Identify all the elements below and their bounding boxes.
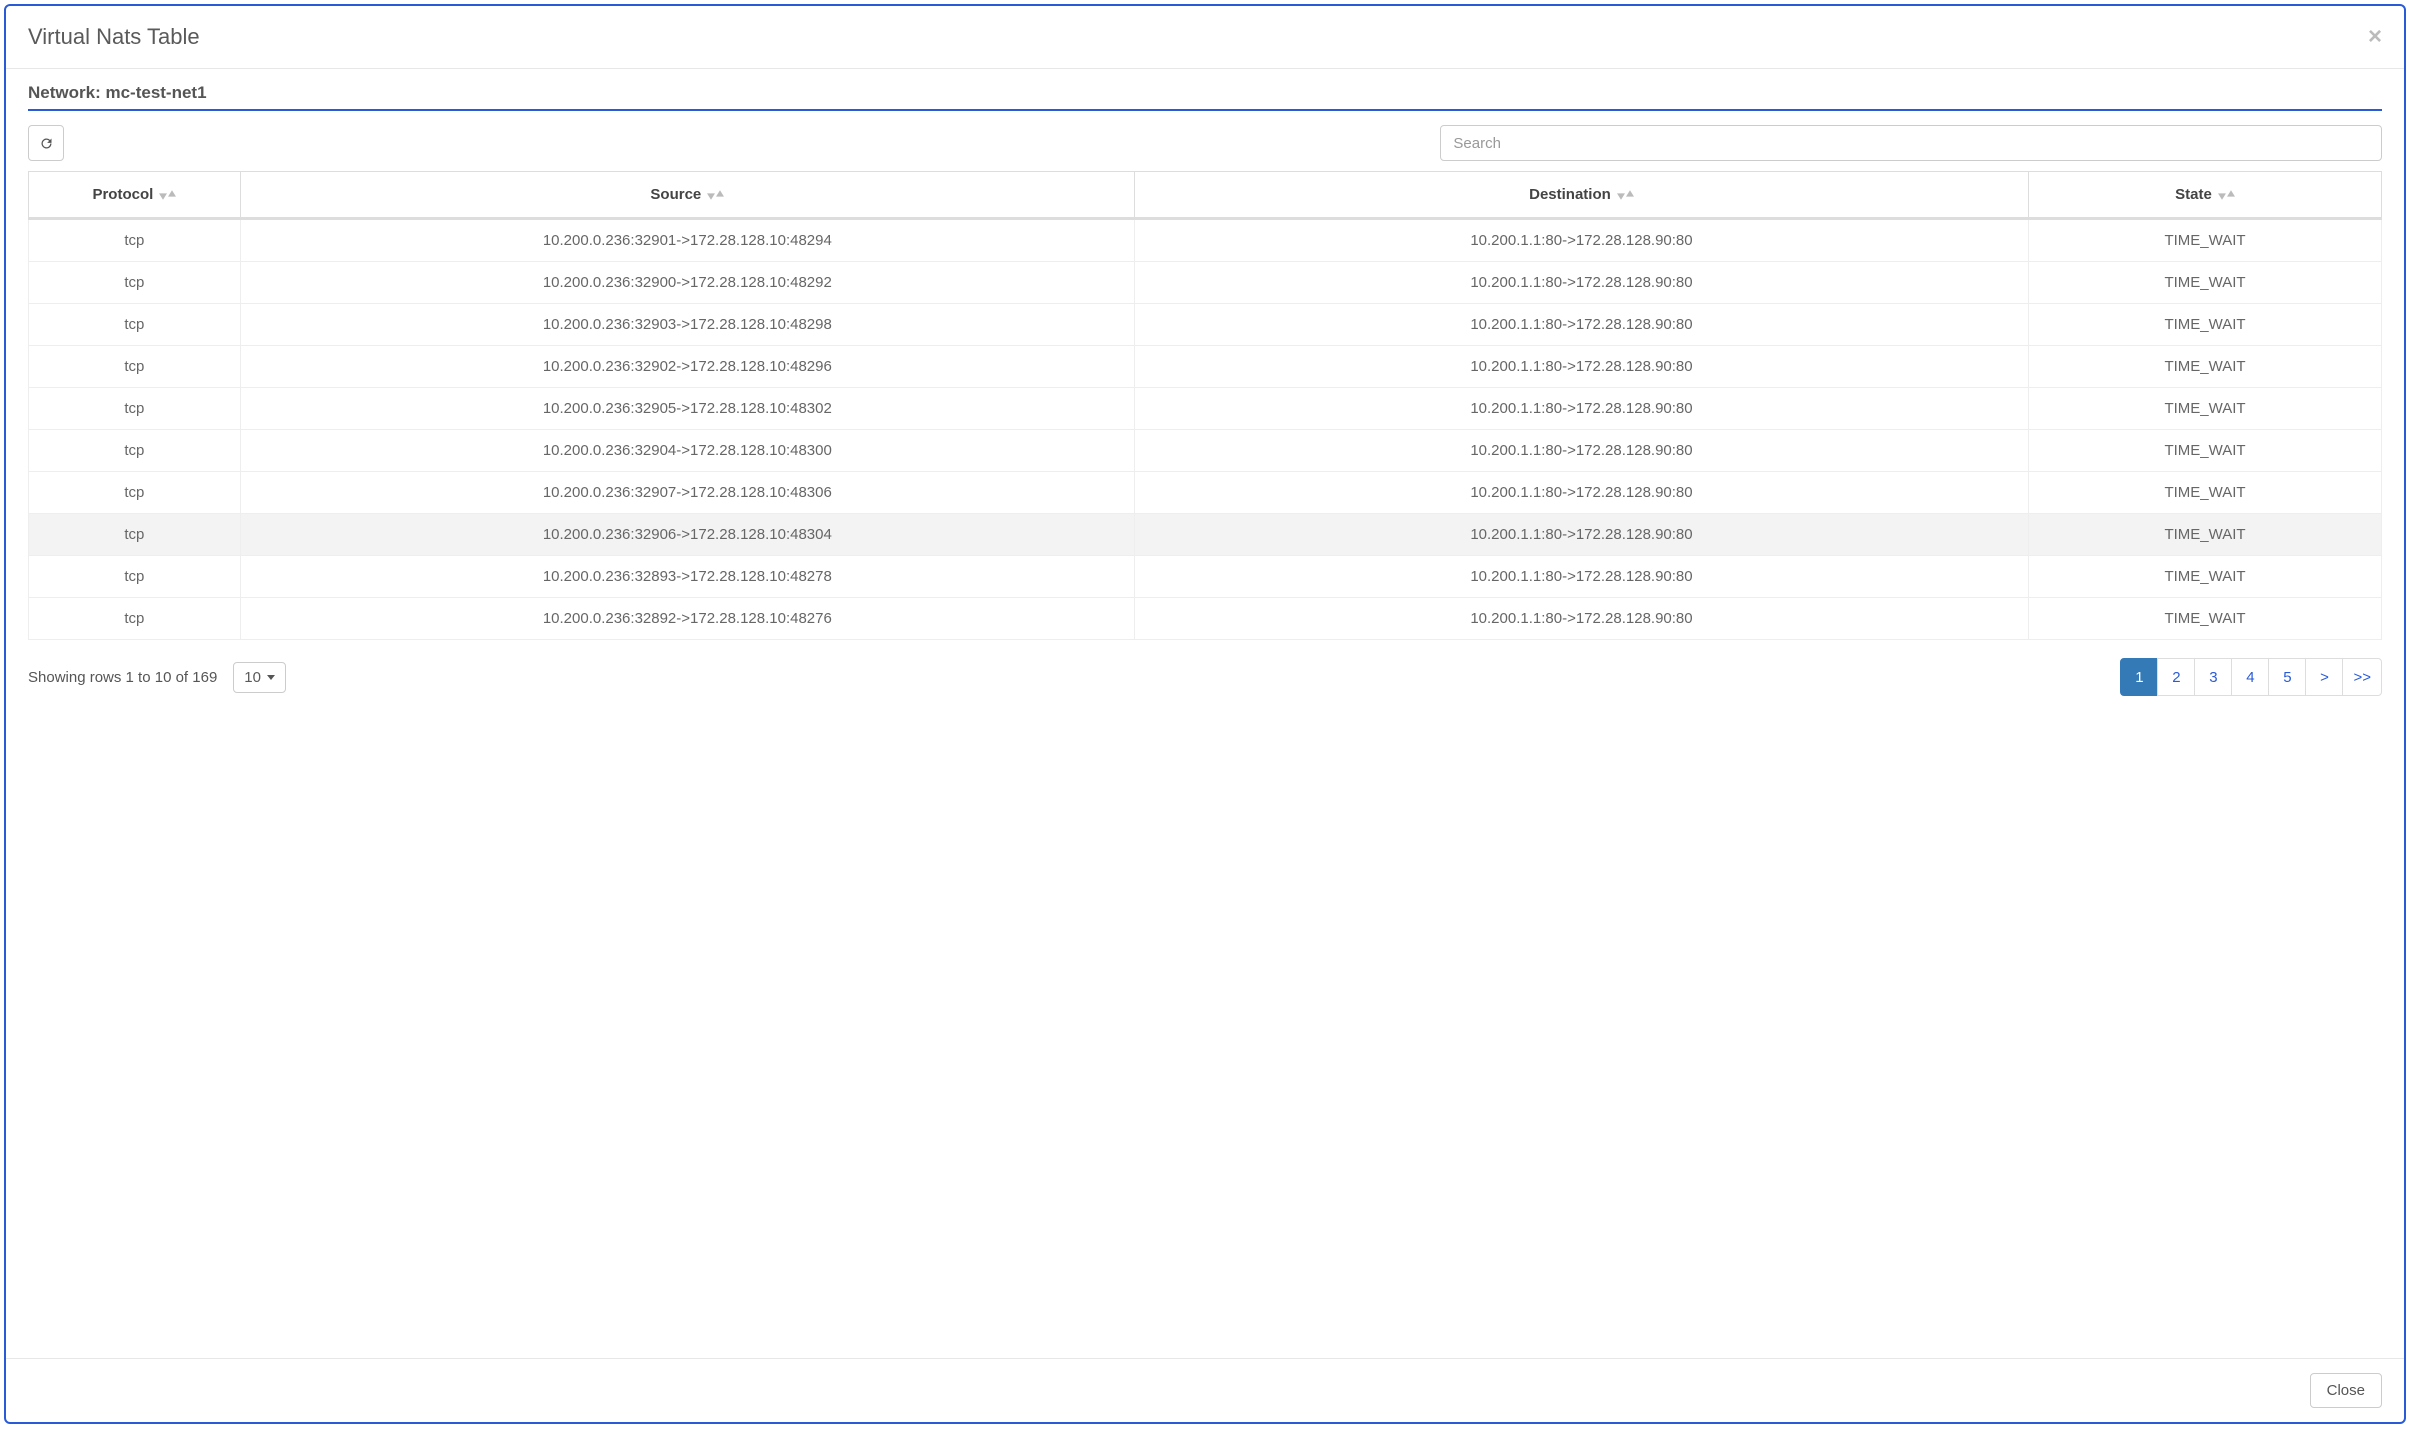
cell-source: 10.200.0.236:32906->172.28.128.10:48304: [240, 514, 1134, 556]
column-header[interactable]: Source: [240, 172, 1134, 219]
cell-state: TIME_WAIT: [2029, 430, 2382, 472]
cell-state: TIME_WAIT: [2029, 598, 2382, 640]
cell-destination: 10.200.1.1:80->172.28.128.90:80: [1134, 430, 2028, 472]
cell-destination: 10.200.1.1:80->172.28.128.90:80: [1134, 346, 2028, 388]
cell-destination: 10.200.1.1:80->172.28.128.90:80: [1134, 598, 2028, 640]
cell-source: 10.200.0.236:32905->172.28.128.10:48302: [240, 388, 1134, 430]
cell-destination: 10.200.1.1:80->172.28.128.90:80: [1134, 262, 2028, 304]
cell-state: TIME_WAIT: [2029, 304, 2382, 346]
modal-body: Network: mc-test-net1 ProtocolSourceDest…: [6, 69, 2404, 1358]
cell-source: 10.200.0.236:32902->172.28.128.10:48296: [240, 346, 1134, 388]
table-head: ProtocolSourceDestinationState: [29, 172, 2382, 219]
page-3[interactable]: 3: [2194, 658, 2232, 696]
page-5[interactable]: 5: [2268, 658, 2306, 696]
table-row[interactable]: tcp10.200.0.236:32905->172.28.128.10:483…: [29, 388, 2382, 430]
search-wrap: [1440, 125, 2382, 161]
cell-protocol: tcp: [29, 514, 241, 556]
cell-source: 10.200.0.236:32903->172.28.128.10:48298: [240, 304, 1134, 346]
table-row[interactable]: tcp10.200.0.236:32901->172.28.128.10:482…: [29, 219, 2382, 262]
cell-protocol: tcp: [29, 219, 241, 262]
network-subheader: Network: mc-test-net1: [28, 83, 2382, 111]
page-4[interactable]: 4: [2231, 658, 2269, 696]
cell-source: 10.200.0.236:32900->172.28.128.10:48292: [240, 262, 1134, 304]
cell-state: TIME_WAIT: [2029, 219, 2382, 262]
page-size-selector[interactable]: 10: [233, 662, 286, 693]
refresh-icon: [39, 136, 54, 151]
pagination: 12345>>>: [2121, 658, 2382, 696]
table-row[interactable]: tcp10.200.0.236:32904->172.28.128.10:483…: [29, 430, 2382, 472]
cell-destination: 10.200.1.1:80->172.28.128.90:80: [1134, 219, 2028, 262]
page-last[interactable]: >>: [2342, 658, 2382, 696]
search-input[interactable]: [1440, 125, 2382, 161]
modal-footer: Close: [6, 1358, 2404, 1422]
cell-source: 10.200.0.236:32904->172.28.128.10:48300: [240, 430, 1134, 472]
network-label-prefix: Network:: [28, 83, 105, 102]
cell-destination: 10.200.1.1:80->172.28.128.90:80: [1134, 514, 2028, 556]
cell-state: TIME_WAIT: [2029, 556, 2382, 598]
page-1[interactable]: 1: [2120, 658, 2158, 696]
modal-title: Virtual Nats Table: [28, 24, 200, 50]
table-row[interactable]: tcp10.200.0.236:32903->172.28.128.10:482…: [29, 304, 2382, 346]
cell-protocol: tcp: [29, 430, 241, 472]
table-row[interactable]: tcp10.200.0.236:32902->172.28.128.10:482…: [29, 346, 2382, 388]
table-row[interactable]: tcp10.200.0.236:32893->172.28.128.10:482…: [29, 556, 2382, 598]
refresh-button[interactable]: [28, 125, 64, 161]
cell-protocol: tcp: [29, 388, 241, 430]
nats-table: ProtocolSourceDestinationState tcp10.200…: [28, 171, 2382, 640]
table-toolbar: [28, 125, 2382, 161]
table-footer-left: Showing rows 1 to 10 of 169 10: [28, 662, 286, 693]
column-header[interactable]: State: [2029, 172, 2382, 219]
cell-destination: 10.200.1.1:80->172.28.128.90:80: [1134, 472, 2028, 514]
caret-down-icon: [267, 675, 275, 680]
modal-header: Virtual Nats Table ×: [6, 6, 2404, 69]
page-2[interactable]: 2: [2157, 658, 2195, 696]
cell-state: TIME_WAIT: [2029, 514, 2382, 556]
cell-source: 10.200.0.236:32892->172.28.128.10:48276: [240, 598, 1134, 640]
table-footer: Showing rows 1 to 10 of 169 10 12345>>>: [28, 658, 2382, 696]
cell-protocol: tcp: [29, 262, 241, 304]
cell-state: TIME_WAIT: [2029, 262, 2382, 304]
table-row[interactable]: tcp10.200.0.236:32900->172.28.128.10:482…: [29, 262, 2382, 304]
close-icon[interactable]: ×: [2368, 25, 2382, 49]
cell-state: TIME_WAIT: [2029, 472, 2382, 514]
cell-source: 10.200.0.236:32901->172.28.128.10:48294: [240, 219, 1134, 262]
page-size-value: 10: [244, 669, 261, 686]
cell-protocol: tcp: [29, 346, 241, 388]
cell-destination: 10.200.1.1:80->172.28.128.90:80: [1134, 388, 2028, 430]
cell-protocol: tcp: [29, 304, 241, 346]
table-row[interactable]: tcp10.200.0.236:32892->172.28.128.10:482…: [29, 598, 2382, 640]
rows-info: Showing rows 1 to 10 of 169: [28, 669, 217, 686]
cell-protocol: tcp: [29, 556, 241, 598]
column-header[interactable]: Protocol: [29, 172, 241, 219]
page-next[interactable]: >: [2305, 658, 2343, 696]
table-body: tcp10.200.0.236:32901->172.28.128.10:482…: [29, 219, 2382, 640]
cell-destination: 10.200.1.1:80->172.28.128.90:80: [1134, 556, 2028, 598]
table-row[interactable]: tcp10.200.0.236:32906->172.28.128.10:483…: [29, 514, 2382, 556]
cell-protocol: tcp: [29, 472, 241, 514]
network-name: mc-test-net1: [105, 83, 206, 102]
cell-source: 10.200.0.236:32893->172.28.128.10:48278: [240, 556, 1134, 598]
cell-state: TIME_WAIT: [2029, 346, 2382, 388]
cell-destination: 10.200.1.1:80->172.28.128.90:80: [1134, 304, 2028, 346]
cell-state: TIME_WAIT: [2029, 388, 2382, 430]
cell-protocol: tcp: [29, 598, 241, 640]
cell-source: 10.200.0.236:32907->172.28.128.10:48306: [240, 472, 1134, 514]
column-header[interactable]: Destination: [1134, 172, 2028, 219]
table-row[interactable]: tcp10.200.0.236:32907->172.28.128.10:483…: [29, 472, 2382, 514]
close-button[interactable]: Close: [2310, 1373, 2382, 1408]
modal-dialog: Virtual Nats Table × Network: mc-test-ne…: [4, 4, 2406, 1424]
